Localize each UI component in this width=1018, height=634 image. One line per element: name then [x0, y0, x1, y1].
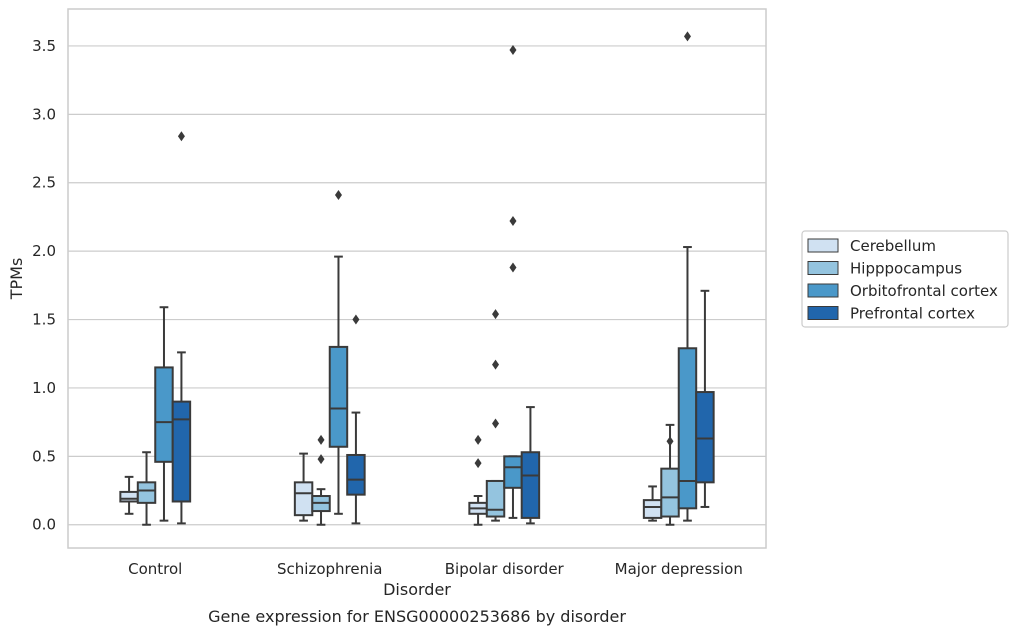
box-iqr [346, 453, 366, 496]
legend-swatch [807, 261, 839, 275]
outlier-point [683, 31, 691, 42]
y-tick-label: 3.0 [32, 105, 56, 123]
box-iqr [660, 467, 680, 518]
box-3-3 [695, 289, 715, 508]
box-iqr [520, 451, 541, 519]
y-tick-label: 3.5 [32, 37, 56, 55]
legend-label: Hipppocampus [850, 260, 962, 278]
outlier-point [492, 418, 500, 429]
outlier-point [474, 434, 482, 445]
outlier-point [509, 216, 517, 227]
legend-swatch [807, 283, 839, 298]
x-tick-label: Schizophrenia [277, 560, 382, 578]
legend-label: Orbitofrontal cortex [850, 282, 998, 300]
box-0-0 [119, 475, 139, 515]
legend-swatch [807, 306, 839, 320]
box-iqr [642, 499, 663, 519]
box-iqr [154, 366, 174, 463]
box-iqr [171, 400, 192, 503]
outlier-point [177, 131, 185, 142]
box-iqr [328, 345, 349, 448]
outlier-point [509, 45, 517, 56]
box-1-2 [328, 190, 349, 515]
box-iqr [677, 347, 698, 510]
outlier-point [317, 454, 325, 465]
box-iqr [485, 479, 506, 518]
box-iqr [695, 391, 715, 484]
outlier-point [492, 359, 500, 370]
box-1-3 [346, 314, 366, 525]
plot-frame [67, 8, 767, 549]
legend-label: Prefrontal cortex [850, 305, 975, 323]
box-3-1 [660, 423, 680, 526]
box-2-0 [468, 434, 488, 526]
box-iqr [293, 481, 314, 517]
box-iqr [503, 455, 523, 489]
legend-label: Cerebellum [850, 237, 936, 255]
x-tick-label: Major depression [615, 560, 743, 578]
y-tick-label: 2.5 [32, 174, 56, 192]
box-3-2 [677, 31, 698, 522]
outlier-point [474, 458, 482, 469]
legend-frame [801, 230, 1009, 328]
chart-title: Gene expression for ENSG00000253686 by d… [208, 607, 626, 626]
legend: Cerebellum Hipppocampus Orbitofrontal cort… [801, 230, 1009, 328]
y-axis-title: TPMs [7, 258, 26, 301]
y-tick-labels: 0.0 0.5 1.0 1.5 2.0 2.5 3.0 3.5 [32, 37, 56, 534]
box-0-1 [136, 451, 157, 526]
outlier-point [352, 314, 360, 325]
box-3-0 [642, 485, 663, 522]
box-1-1 [311, 434, 331, 526]
y-tick-label: 0.0 [32, 516, 56, 534]
x-axis-title: Disorder [383, 580, 451, 599]
box-2-1 [485, 309, 506, 522]
box-iqr [119, 490, 139, 503]
y-tick-label: 1.5 [32, 311, 56, 329]
box-2-2 [503, 45, 523, 519]
legend-swatch [807, 238, 839, 253]
box-1-0 [293, 452, 314, 522]
outlier-point [509, 262, 517, 273]
boxes [119, 31, 715, 526]
box-iqr [136, 481, 157, 504]
outlier-point [317, 434, 325, 445]
outlier-point [492, 309, 500, 320]
x-tick-labels: Control Schizophrenia Bipolar disorder Majo… [128, 560, 743, 578]
y-tick-label: 1.0 [32, 379, 56, 397]
x-tick-label: Bipolar disorder [445, 560, 565, 578]
box-0-3 [171, 131, 192, 525]
x-tick-label: Control [128, 560, 182, 578]
outlier-point [334, 190, 342, 201]
box-0-2 [154, 306, 174, 522]
box-2-3 [520, 406, 541, 525]
outlier-point [666, 436, 674, 447]
y-tick-label: 0.5 [32, 447, 56, 465]
y-tick-label: 2.0 [32, 242, 56, 260]
